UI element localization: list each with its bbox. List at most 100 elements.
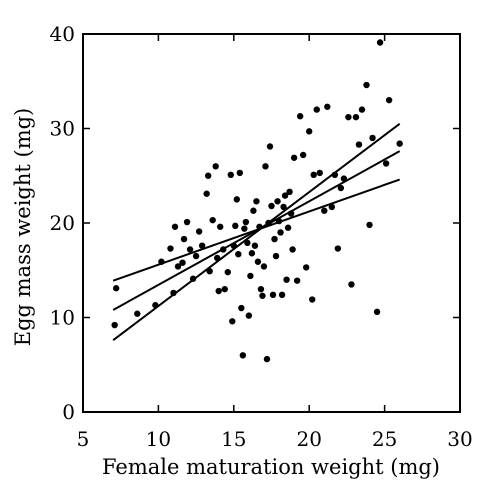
x-axis-label: Female maturation weight (mg) — [102, 455, 440, 479]
data-point — [352, 113, 360, 121]
data-point — [269, 291, 277, 299]
y-tick-label: 0 — [62, 400, 75, 424]
data-point — [214, 254, 221, 262]
data-point — [195, 228, 203, 235]
data-point — [358, 106, 366, 113]
y-tick-label: 30 — [50, 117, 75, 141]
data-point — [253, 198, 260, 205]
data-point — [250, 207, 257, 214]
data-point — [284, 224, 292, 231]
data-point — [256, 223, 263, 230]
data-point — [363, 81, 370, 89]
data-point — [236, 169, 244, 177]
data-point — [212, 163, 219, 170]
data-point — [206, 267, 213, 275]
data-point — [230, 242, 237, 249]
y-tick-label: 20 — [50, 211, 75, 235]
data-point — [233, 196, 241, 203]
data-point — [286, 188, 293, 196]
data-point — [257, 285, 265, 293]
data-point — [321, 207, 328, 214]
x-tick-label: 20 — [296, 427, 321, 451]
data-point — [369, 134, 376, 142]
data-point — [293, 277, 301, 284]
data-point — [134, 310, 141, 317]
data-point — [324, 103, 331, 110]
data-point — [259, 292, 266, 299]
data-point — [316, 169, 323, 177]
y-tick-label: 10 — [50, 306, 75, 330]
x-tick-label: 30 — [447, 427, 472, 451]
data-point — [180, 235, 188, 243]
data-point — [221, 285, 228, 293]
data-point — [241, 225, 248, 232]
data-point — [242, 218, 250, 226]
data-point — [251, 242, 259, 249]
data-point — [112, 285, 120, 292]
data-point — [263, 355, 271, 363]
data-point — [244, 239, 251, 247]
data-point — [204, 172, 212, 179]
data-point — [274, 198, 281, 205]
data-point — [209, 216, 216, 224]
data-point — [337, 184, 345, 192]
data-point — [331, 171, 339, 179]
data-point — [281, 192, 289, 199]
data-point — [396, 140, 403, 147]
y-axis-ticks: 0 10 20 30 40 — [50, 22, 460, 424]
y-axis-label: Egg mass weight (mg) — [11, 108, 35, 347]
x-tick-label: 5 — [77, 427, 90, 451]
x-tick-label: 25 — [372, 427, 397, 451]
data-point — [289, 246, 296, 253]
data-point — [260, 263, 268, 270]
data-point — [239, 352, 247, 359]
data-point — [224, 268, 231, 276]
x-tick-label: 10 — [146, 427, 171, 451]
data-point — [215, 287, 222, 295]
data-point — [203, 190, 210, 197]
data-point — [309, 296, 316, 303]
data-point — [268, 202, 275, 210]
data-point — [186, 246, 194, 253]
data-point — [198, 242, 206, 249]
data-point — [232, 222, 239, 230]
data-point — [310, 171, 317, 179]
data-point — [280, 203, 287, 211]
data-point — [235, 250, 242, 258]
data-point — [171, 223, 179, 230]
data-point — [382, 160, 390, 167]
data-point — [158, 258, 165, 265]
data-point — [183, 218, 191, 226]
data-point — [287, 210, 295, 217]
regression-line-3 — [112, 178, 401, 282]
data-point — [189, 275, 197, 282]
data-point — [275, 217, 283, 225]
data-point — [283, 276, 290, 283]
data-point — [272, 252, 280, 260]
x-axis-ticks: 5 10 15 20 25 30 — [77, 34, 473, 451]
data-point — [373, 308, 381, 316]
data-point — [348, 281, 355, 288]
data-point — [290, 154, 298, 161]
data-point — [271, 235, 278, 243]
data-point — [238, 304, 245, 312]
data-point — [229, 318, 236, 325]
data-point — [170, 289, 177, 297]
data-point — [306, 128, 313, 135]
data-point — [328, 203, 336, 211]
data-point — [266, 143, 274, 150]
data-point — [376, 39, 384, 46]
regression-line-1 — [112, 122, 401, 341]
y-tick-label: 40 — [50, 22, 75, 46]
x-tick-label: 15 — [221, 427, 246, 451]
data-point — [262, 163, 269, 170]
data-point — [247, 272, 254, 280]
data-point — [355, 141, 363, 148]
data-point — [345, 113, 352, 121]
data-point — [334, 245, 342, 252]
data-point — [245, 312, 253, 319]
data-point — [227, 171, 234, 179]
data-point — [296, 113, 304, 120]
data-point — [179, 259, 186, 266]
